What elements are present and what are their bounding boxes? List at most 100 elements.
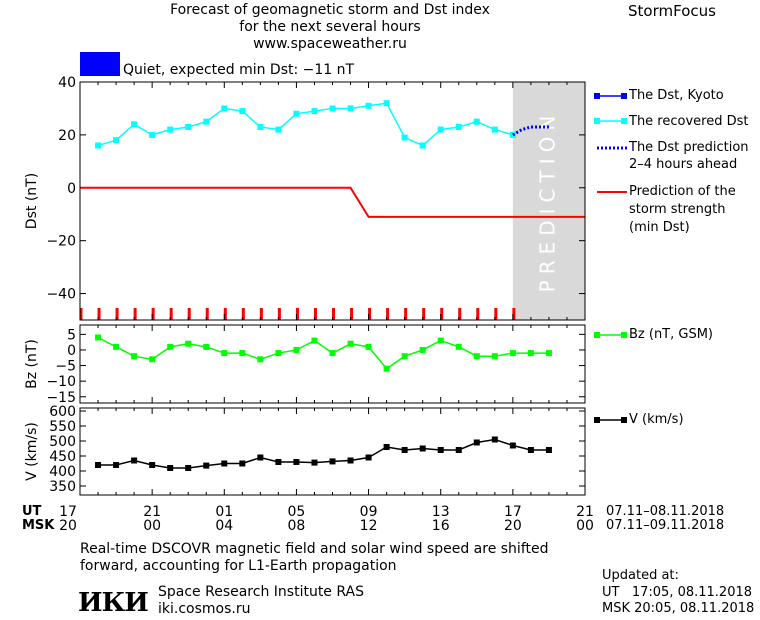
legend-marker xyxy=(594,417,600,423)
data-point xyxy=(437,337,444,344)
ut-date-range: 07.11–08.11.2018 xyxy=(606,504,725,519)
ut-axis-label: UT xyxy=(22,504,42,519)
updated-ut: UT 17:05, 08.11.2018 xyxy=(602,585,753,600)
data-point xyxy=(473,439,480,446)
institute-name: Space Research Institute RAS xyxy=(158,584,364,600)
legend-storm-2: storm strength xyxy=(629,202,726,217)
footer-note-1: Real-time DSCOVR magnetic field and sola… xyxy=(80,541,549,557)
y-tick-label: 400 xyxy=(49,464,76,480)
data-point xyxy=(419,445,426,452)
data-point xyxy=(545,447,552,453)
series-line xyxy=(80,186,585,218)
data-point xyxy=(149,356,156,363)
institute-website[interactable]: iki.cosmos.ru xyxy=(158,601,251,617)
data-point xyxy=(509,350,516,357)
data-point xyxy=(311,337,318,344)
y-axis-label: Dst (nT) xyxy=(24,173,40,229)
data-point xyxy=(329,458,336,465)
data-point xyxy=(149,131,156,138)
legend-storm-1: Prediction of the xyxy=(629,184,736,199)
ut-tick-label: 13 xyxy=(432,504,450,520)
legend-prediction-2: 2–4 hours ahead xyxy=(629,157,738,172)
legend-prediction-1: The Dst prediction xyxy=(629,140,749,155)
y-tick-label: 500 xyxy=(49,434,76,450)
data-point xyxy=(347,457,354,464)
data-point xyxy=(527,350,534,357)
legend-dst-kyoto: The Dst, Kyoto xyxy=(629,88,724,103)
data-point xyxy=(95,334,102,341)
legend-marker xyxy=(594,332,600,338)
msk-tick-label: 20 xyxy=(504,518,522,534)
data-point xyxy=(293,346,300,353)
data-point xyxy=(185,123,192,130)
msk-tick-label: 00 xyxy=(576,518,594,534)
data-point xyxy=(293,459,300,465)
ut-tick-label: 21 xyxy=(576,504,594,520)
data-point xyxy=(365,454,372,461)
data-point xyxy=(347,340,354,347)
data-point xyxy=(185,340,192,347)
data-point xyxy=(131,121,138,128)
plot-frame xyxy=(79,81,586,321)
legend-v: V (km/s) xyxy=(629,412,684,427)
y-tick-label: 40 xyxy=(58,75,76,91)
data-point xyxy=(437,126,444,133)
data-point xyxy=(257,123,264,130)
y-tick-label: −10 xyxy=(46,374,76,390)
legend-marker xyxy=(621,417,627,423)
data-point xyxy=(491,353,498,360)
legend-marker xyxy=(594,93,600,99)
y-tick-label: −20 xyxy=(46,234,76,250)
ut-tick-label: 05 xyxy=(288,504,306,520)
data-point xyxy=(113,137,120,144)
legend-marker xyxy=(621,93,627,99)
data-point xyxy=(401,134,408,141)
data-point xyxy=(311,108,318,115)
legend-marker xyxy=(621,118,627,124)
data-point xyxy=(455,447,462,453)
status-color-swatch xyxy=(80,52,120,76)
y-axis-label: V (km/s) xyxy=(24,422,40,481)
data-point xyxy=(221,350,228,357)
data-point xyxy=(275,459,282,465)
ut-tick-label: 01 xyxy=(215,504,233,520)
data-point xyxy=(527,447,534,453)
ut-tick-label: 17 xyxy=(504,504,522,520)
updated-label: Updated at: xyxy=(602,568,679,583)
title-line-3: www.spaceweather.ru xyxy=(253,36,407,52)
data-point xyxy=(275,350,282,357)
data-point xyxy=(383,365,390,372)
footer-note-2: forward, accounting for L1-Earth propaga… xyxy=(80,558,397,574)
data-point xyxy=(455,123,462,130)
series-line xyxy=(98,438,549,469)
plot-frame xyxy=(79,324,586,404)
msk-tick-label: 04 xyxy=(215,518,233,534)
y-tick-label: 0 xyxy=(67,343,76,359)
data-point xyxy=(509,442,516,449)
data-point xyxy=(221,105,228,112)
msk-tick-label: 16 xyxy=(432,518,450,534)
data-point xyxy=(293,110,300,117)
iki-logo: ИКИ xyxy=(78,588,149,618)
data-point xyxy=(419,142,426,149)
prediction-band xyxy=(512,82,585,320)
data-point xyxy=(95,142,102,149)
y-tick-label: −5 xyxy=(55,359,76,375)
data-point xyxy=(239,108,246,115)
data-point xyxy=(491,436,498,443)
msk-tick-label: 00 xyxy=(143,518,161,534)
data-point xyxy=(437,447,444,453)
data-point xyxy=(203,462,210,469)
ut-tick-label: 21 xyxy=(143,504,161,520)
data-point xyxy=(311,459,318,466)
updated-msk: MSK 20:05, 08.11.2018 xyxy=(602,601,755,616)
data-point xyxy=(347,105,354,112)
data-point xyxy=(167,465,174,471)
data-point xyxy=(365,343,372,350)
data-point xyxy=(167,126,174,133)
data-point xyxy=(329,105,336,112)
y-tick-label: 550 xyxy=(49,419,76,435)
msk-date-range: 07.11–09.11.2018 xyxy=(606,518,725,533)
legend-marker xyxy=(594,118,600,124)
msk-tick-label: 12 xyxy=(360,518,378,534)
